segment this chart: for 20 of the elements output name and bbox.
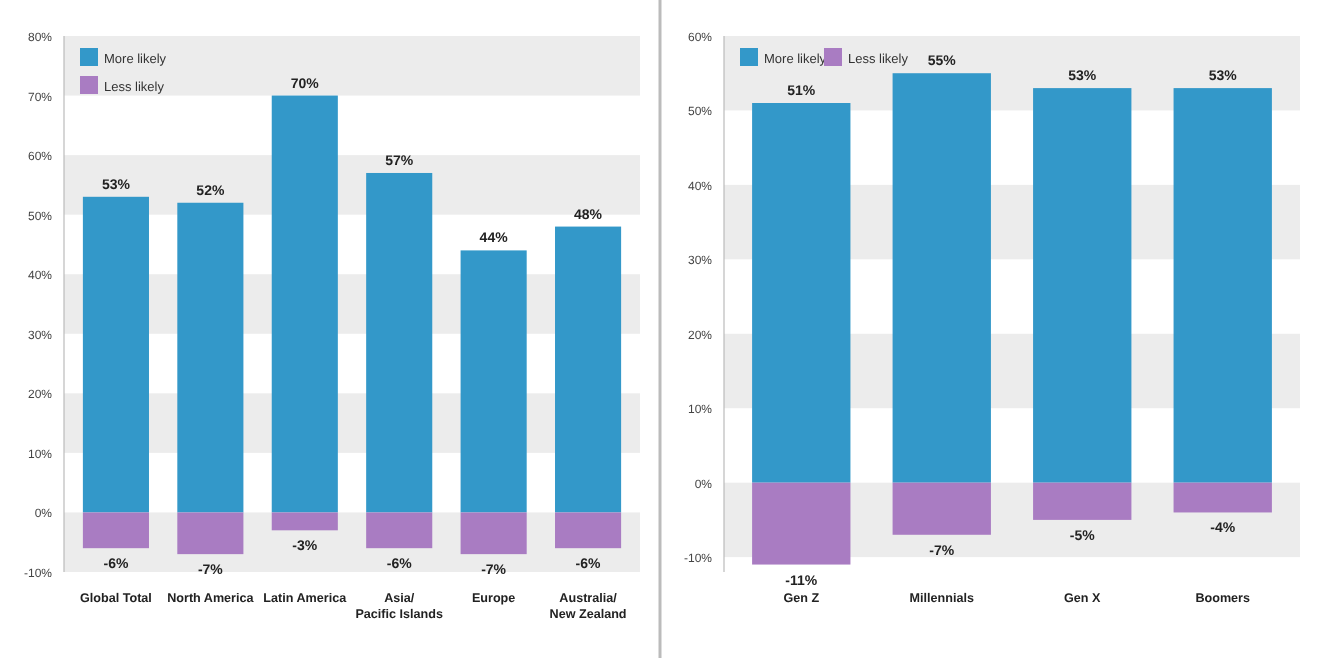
bar	[555, 512, 622, 549]
bar	[1173, 482, 1272, 513]
bar	[366, 172, 433, 513]
bar	[366, 512, 433, 549]
bar	[752, 103, 851, 483]
bar	[892, 73, 991, 483]
bar	[177, 202, 244, 513]
bar	[271, 95, 338, 513]
bar	[82, 196, 149, 513]
bar	[460, 512, 527, 555]
bar	[177, 512, 244, 555]
bar	[1033, 482, 1132, 520]
bar	[555, 226, 622, 513]
bar	[752, 482, 851, 565]
bar	[892, 482, 991, 535]
bar	[1033, 88, 1132, 483]
bar	[82, 512, 149, 549]
bar	[271, 512, 338, 531]
bar	[1173, 88, 1272, 483]
bar	[460, 250, 527, 513]
